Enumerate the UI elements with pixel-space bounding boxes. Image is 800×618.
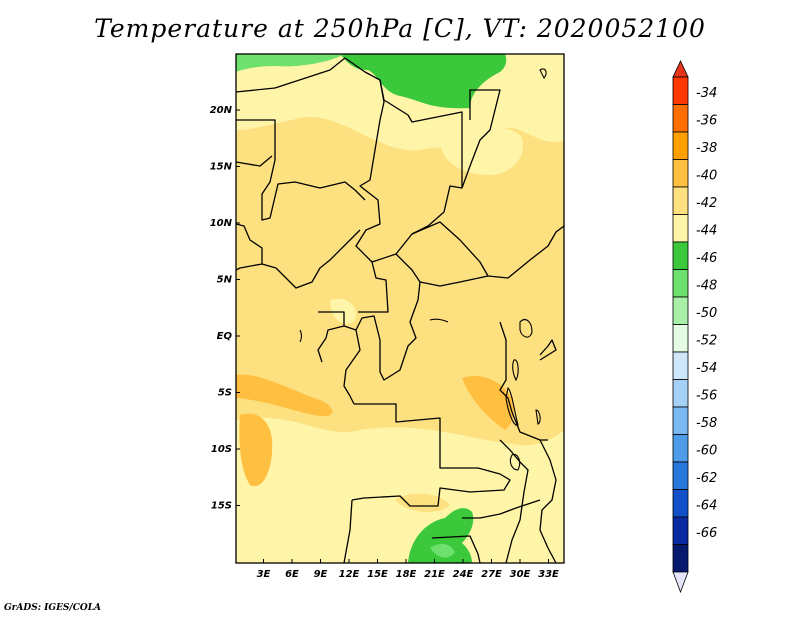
legend-label: -62	[696, 471, 717, 486]
legend-swatch	[672, 186, 689, 215]
footer-credit: GrADS: IGES/COLA	[4, 603, 102, 613]
legend-swatch	[672, 324, 689, 353]
legend-swatch	[672, 461, 689, 490]
legend-swatch	[672, 406, 689, 435]
lat-label: EQ	[217, 331, 233, 342]
lon-label: 27E	[481, 569, 502, 580]
legend-label: -36	[696, 113, 717, 128]
map-title: Temperature at 250hPa [C], VT: 202005210…	[94, 14, 706, 43]
legend-label: -66	[696, 526, 717, 541]
legend-swatch	[672, 434, 689, 463]
axis-ticks	[236, 109, 549, 563]
lon-label: 9E	[314, 569, 328, 580]
legend-swatch	[672, 489, 689, 518]
legend-label: -64	[696, 498, 717, 513]
legend-label: -50	[696, 306, 717, 321]
legend-label: -48	[696, 278, 717, 293]
legend-label: -40	[696, 168, 717, 183]
legend-label: -42	[696, 196, 717, 211]
lon-label: 15E	[367, 569, 388, 580]
legend-swatch	[672, 214, 689, 243]
legend-label: -44	[696, 223, 717, 238]
legend-label: -56	[696, 388, 717, 403]
legend-label: -52	[696, 333, 717, 348]
map-frame	[235, 53, 565, 564]
lat-label: 15N	[210, 162, 233, 173]
legend-swatch	[672, 379, 689, 408]
legend-swatch	[672, 131, 689, 160]
legend-label: -60	[696, 443, 717, 458]
country-borders	[236, 57, 564, 563]
lon-label: 12E	[339, 569, 360, 580]
color-legend: -34 -36 -38 -40 -42 -44 -46 -48 -50 -52 -54 -56 -58 -…	[672, 60, 717, 594]
lat-label: 15S	[211, 501, 232, 512]
lat-label: 20N	[210, 105, 233, 116]
legend-swatch	[672, 104, 689, 133]
legend-label: -34	[696, 86, 717, 101]
lon-label: 24E	[453, 569, 474, 580]
lat-label: 5S	[218, 388, 232, 399]
legend-swatch	[672, 516, 689, 545]
lon-label: 33E	[538, 569, 559, 580]
lat-label: 10N	[210, 218, 233, 229]
lon-label: 18E	[396, 569, 417, 580]
legend-swatch	[672, 159, 689, 188]
legend-label: -46	[696, 251, 717, 266]
lon-label: 21E	[424, 569, 445, 580]
temperature-field	[236, 54, 564, 563]
legend-label: -58	[696, 416, 717, 431]
longitude-labels: 3E 6E 9E 12E 15E 18E 21E 24E 27E 30E 33E	[257, 569, 559, 580]
legend-swatch	[672, 351, 689, 380]
legend-swatch	[672, 76, 689, 105]
lon-label: 6E	[285, 569, 299, 580]
legend-label: -38	[696, 141, 717, 156]
lat-label: 10S	[211, 444, 232, 455]
lakes	[299, 68, 547, 471]
legend-bottom-arrow	[672, 571, 689, 594]
lon-label: 30E	[510, 569, 531, 580]
legend-swatch	[672, 296, 689, 325]
legend-swatch	[672, 269, 689, 298]
lon-label: 3E	[257, 569, 271, 580]
legend-label: -54	[696, 361, 717, 376]
legend-top-arrow	[672, 60, 689, 78]
lat-label: 5N	[217, 275, 233, 286]
latitude-labels: 20N 15N 10N 5N EQ 5S 10S 15S	[210, 105, 233, 512]
legend-swatch	[672, 241, 689, 270]
legend-swatch	[672, 544, 689, 573]
